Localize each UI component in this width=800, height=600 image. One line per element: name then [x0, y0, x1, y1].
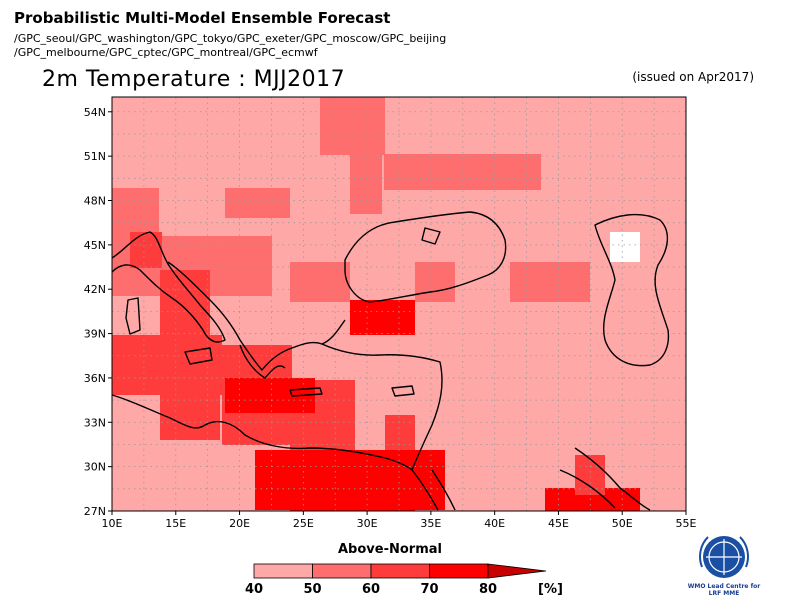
colorbar-label: 70 — [420, 582, 438, 597]
grid-cell — [320, 97, 385, 155]
lat-tick-label: 27N — [84, 505, 106, 518]
colorbar-segment — [370, 563, 430, 579]
coast-crete — [289, 387, 323, 397]
coast-crimea — [421, 227, 441, 245]
colorbar-title: Above-Normal — [338, 542, 442, 557]
wmo-logo — [699, 536, 749, 578]
lat-lon-gridlines — [111, 97, 687, 512]
wmo-caption-line2: LRF MME — [708, 590, 740, 597]
product-title: Probabilistic Multi-Model Ensemble Forec… — [14, 9, 391, 27]
grid-cell — [290, 465, 415, 511]
lat-tick-label: 42N — [84, 283, 106, 296]
lon-tick-label: 40E — [484, 517, 505, 530]
grid-cell — [130, 232, 162, 268]
grid-cell — [225, 188, 290, 218]
colorbar-segment — [429, 563, 489, 579]
probability-grid — [112, 97, 686, 511]
member-list-line1: /GPC_seoul/GPC_washington/GPC_tokyo/GPC_… — [14, 32, 447, 45]
issued-date: (issued on Apr2017) — [632, 70, 754, 84]
coast-italy — [111, 231, 226, 343]
colorbar-segment — [253, 563, 313, 579]
lat-tick-label: 33N — [84, 416, 106, 429]
coast-sardinia — [125, 297, 141, 335]
colorbar-label: 80 — [479, 582, 497, 597]
map-border — [111, 96, 687, 512]
lat-tick-label: 39N — [84, 328, 106, 341]
lat-tick-label: 51N — [84, 150, 106, 163]
coast-north-africa — [111, 394, 413, 471]
coast-persian-gulf — [559, 447, 651, 511]
lat-tick-label: 48N — [84, 195, 106, 208]
coast-red-sea — [411, 469, 456, 511]
longitude-tick-labels: 10E 15E 20E 25E 30E 35E 40E 45E 50E 55E — [102, 517, 697, 530]
field-title: 2m Temperature : MJJ2017 — [42, 67, 346, 92]
grid-cell — [510, 262, 590, 302]
colorbar-label: 50 — [303, 582, 321, 597]
colorbar-arrow — [487, 563, 547, 579]
coast-caspian — [594, 213, 670, 367]
colorbar-unit: [%] — [538, 582, 563, 597]
coast-turkey-levant — [321, 343, 443, 471]
coast-cyprus — [391, 385, 415, 397]
colorbar-label: 60 — [362, 582, 380, 597]
grid-cell — [350, 154, 382, 214]
wmo-caption: WMO Lead Centre for LRF MME — [684, 583, 764, 597]
lon-tick-label: 50E — [612, 517, 633, 530]
colorbar-labels: 40 50 60 70 80 — [245, 582, 497, 597]
grid-cell — [610, 232, 640, 262]
latitude-tick-labels: 54N 51N 48N 45N 42N 39N 36N 33N 30N 27N — [84, 106, 106, 518]
lon-tick-label: 10E — [102, 517, 123, 530]
lat-tick-label: 30N — [84, 461, 106, 474]
grid-cell — [290, 262, 350, 302]
grid-cell — [350, 300, 415, 335]
grid-cell — [446, 154, 541, 190]
lon-tick-label: 20E — [229, 517, 250, 530]
lon-tick-label: 55E — [676, 517, 697, 530]
colorbar-label: 40 — [245, 582, 263, 597]
lon-tick-label: 15E — [165, 517, 186, 530]
member-list-line2: /GPC_melbourne/GPC_cptec/GPC_montreal/GP… — [14, 46, 318, 59]
coastlines — [111, 211, 670, 511]
lon-tick-label: 45E — [548, 517, 569, 530]
coast-sicily — [184, 347, 213, 365]
lat-tick-label: 45N — [84, 239, 106, 252]
map-frame — [108, 96, 687, 515]
coast-black-sea — [344, 211, 507, 303]
grid-cell — [415, 262, 455, 302]
lon-tick-label: 30E — [357, 517, 378, 530]
lon-tick-label: 25E — [293, 517, 314, 530]
grid-cell — [160, 380, 220, 440]
lat-tick-label: 36N — [84, 372, 106, 385]
lat-tick-label: 54N — [84, 106, 106, 119]
colorbar-segment — [312, 563, 372, 579]
coast-greece — [239, 344, 286, 379]
wmo-caption-line1: WMO Lead Centre for — [687, 583, 761, 590]
grid-cell — [112, 188, 159, 236]
grid-cell — [384, 154, 446, 190]
grid-cell — [545, 488, 640, 511]
colorbar — [253, 563, 547, 579]
lon-tick-label: 35E — [420, 517, 441, 530]
